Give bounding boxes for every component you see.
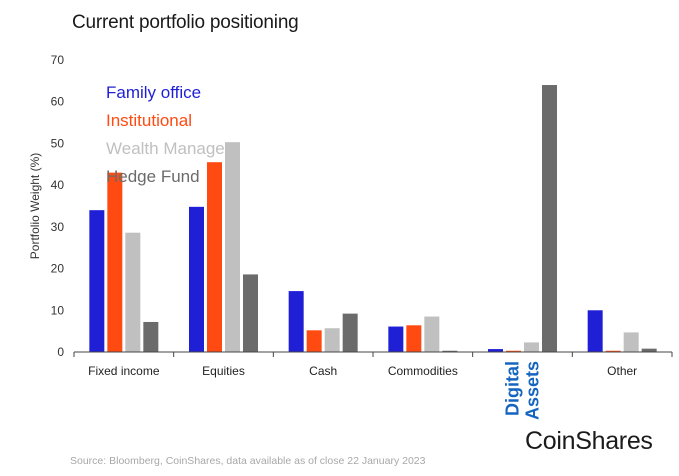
x-tick-label: Cash	[309, 364, 337, 378]
bar-institutional-equities	[207, 162, 222, 352]
y-tick-label: 70	[51, 53, 65, 67]
coinshares-logo: CoinShares	[525, 427, 653, 455]
bar-hedge-fund-other	[641, 348, 657, 352]
legend-item: Hedge Fund	[106, 167, 200, 186]
y-tick-label: 0	[57, 345, 64, 359]
bar-wealth-manager-cash	[324, 328, 340, 352]
x-tick-label: Equities	[202, 364, 245, 378]
x-axis-ticks: Fixed income Equities Cash Commodities Digit…	[73, 352, 673, 420]
bar-institutional-digital-assets	[506, 350, 521, 352]
legend: Family office Institutional Wealth Manager…	[106, 83, 231, 186]
x-tick-label-word: Digital	[503, 361, 523, 416]
bar-wealth-manager-digital-assets	[524, 342, 539, 352]
x-tick-label-word: Assets	[523, 361, 543, 420]
y-tick-label: 10	[51, 303, 65, 317]
chart-title: Current portfolio positioning	[72, 12, 299, 33]
x-tick-label-highlighted: Digital Assets	[503, 361, 543, 420]
bar-hedge-fund-digital-assets	[542, 85, 557, 353]
bar-wealth-manager-commodities	[424, 316, 440, 352]
bar-institutional-commodities	[406, 325, 422, 352]
legend-item: Family office	[106, 83, 201, 102]
bar-institutional-cash	[306, 330, 322, 352]
x-tick-label: Commodities	[388, 364, 458, 378]
bar-hedge-fund-cash	[342, 313, 358, 352]
bar-family-office-fixed-income	[89, 210, 105, 352]
y-tick-label: 60	[51, 95, 65, 109]
bar-institutional-fixed-income	[107, 172, 123, 352]
bar-family-office-commodities	[388, 326, 404, 352]
bar-family-office-digital-assets	[488, 349, 503, 352]
x-tick-label: Fixed income	[88, 364, 160, 378]
bar-family-office-other	[587, 310, 603, 352]
bar-wealth-manager-fixed-income	[125, 232, 141, 352]
bar-hedge-fund-equities	[243, 274, 258, 352]
y-axis-label: Portfolio Weight (%)	[28, 153, 42, 259]
bar-family-office-equities	[189, 206, 204, 352]
y-tick-label: 40	[51, 178, 65, 192]
y-tick-label: 20	[51, 262, 65, 276]
bars-group	[89, 85, 657, 353]
legend-item: Wealth Manager	[106, 139, 231, 158]
x-tick-label: Other	[607, 364, 637, 378]
bar-family-office-cash	[288, 291, 304, 352]
source-note: Source: Bloomberg, CoinShares, data avai…	[70, 455, 426, 467]
bar-wealth-manager-other	[623, 332, 639, 352]
y-tick-label: 50	[51, 136, 65, 150]
bar-hedge-fund-fixed-income	[143, 321, 159, 352]
bar-institutional-other	[605, 350, 621, 352]
bar-wealth-manager-equities	[225, 142, 240, 352]
bar-hedge-fund-commodities	[442, 350, 458, 352]
y-axis-ticks: 0 10 20 30 40 50 60 70	[51, 53, 65, 359]
y-tick-label: 30	[51, 220, 65, 234]
legend-item: Institutional	[106, 111, 192, 130]
